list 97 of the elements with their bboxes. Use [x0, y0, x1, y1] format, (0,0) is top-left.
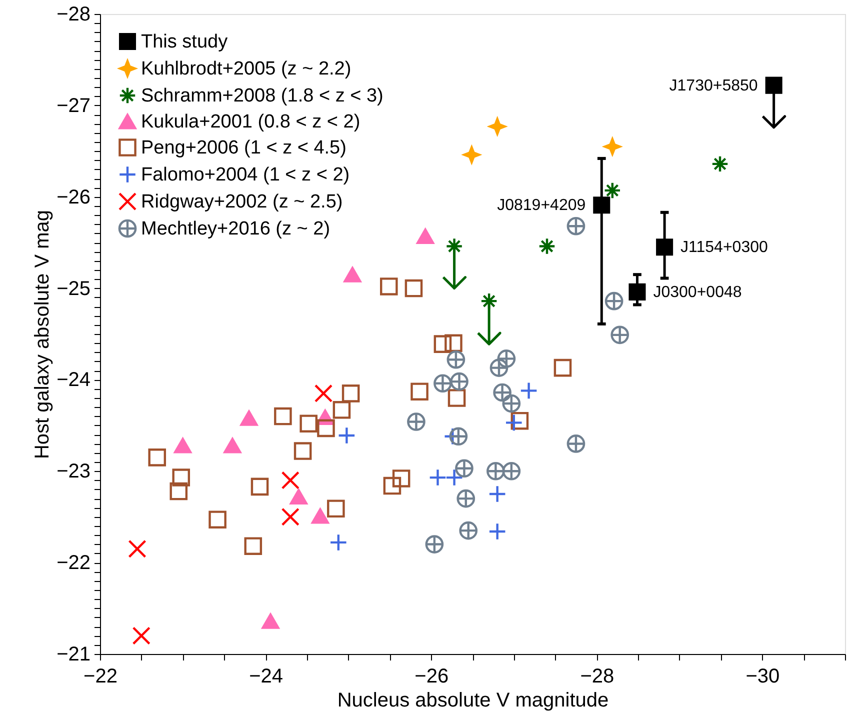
y-tick-label: −28	[56, 4, 90, 26]
legend-label: Kukula+2001 (0.8 < z < 2)	[141, 112, 360, 132]
point	[604, 182, 622, 200]
point	[407, 412, 426, 431]
x-tick-label: −22	[84, 666, 118, 688]
point	[448, 389, 466, 407]
point	[208, 510, 226, 528]
legend-label: Kuhlbrodt+2005 (z ~ 2.2)	[141, 58, 352, 80]
point	[224, 438, 242, 454]
point	[240, 410, 258, 426]
x-axis-title: Nucleus absolute V magnitude	[337, 690, 609, 712]
point	[510, 412, 529, 430]
y-axis-title: Host galaxy absolute V mag	[32, 210, 54, 460]
y-tick-label: −22	[56, 552, 90, 574]
point	[449, 427, 468, 446]
x-tick-label: −28	[580, 666, 614, 688]
legend-label: Peng+2006 (1 < z < 4.5)	[141, 138, 346, 158]
point	[610, 326, 630, 344]
point	[132, 626, 150, 645]
point	[174, 438, 192, 454]
point	[327, 500, 345, 518]
point	[281, 508, 300, 526]
legend-label: Mechtley+2016 (z ~ 2)	[141, 218, 330, 240]
point	[711, 155, 729, 173]
point	[274, 407, 292, 426]
point	[170, 482, 188, 500]
y-tick-label: −25	[56, 278, 90, 300]
point	[446, 238, 463, 255]
y-tick-label: −26	[56, 186, 90, 208]
annotation: J1730+5850	[669, 77, 758, 94]
point	[446, 350, 466, 369]
annotation: J1154+0300	[680, 239, 768, 256]
legend-label: Falomo+2004 (1 < z < 2)	[141, 164, 350, 186]
point	[488, 485, 506, 503]
point	[502, 394, 521, 413]
point	[445, 468, 464, 487]
point	[311, 508, 329, 524]
point	[538, 238, 556, 255]
y-tick-label: −24	[56, 369, 90, 392]
point	[262, 613, 280, 629]
point	[317, 419, 335, 438]
point	[410, 382, 428, 400]
point	[416, 228, 434, 244]
point	[566, 434, 586, 453]
point	[383, 476, 402, 495]
point	[520, 382, 538, 400]
y-tick-label: −23	[56, 460, 90, 483]
point	[344, 266, 362, 282]
legend-label: Ridgway+2002 (z ~ 2.5)	[141, 192, 343, 212]
point	[504, 414, 523, 432]
point	[342, 384, 360, 402]
point	[604, 138, 622, 156]
point	[765, 76, 782, 94]
annotation: J0819+4209	[497, 197, 586, 214]
point	[502, 462, 521, 480]
point	[338, 426, 356, 444]
point	[172, 468, 190, 486]
point	[488, 118, 506, 136]
point	[281, 471, 300, 490]
y-tick-label: −21	[56, 644, 90, 666]
point	[493, 383, 512, 402]
point	[455, 459, 474, 478]
point	[380, 278, 398, 296]
point	[329, 533, 348, 552]
point	[434, 335, 452, 353]
legend-label: This study	[141, 32, 228, 52]
point	[290, 488, 308, 505]
point	[148, 448, 166, 466]
point	[300, 414, 318, 432]
x-tick-label: −30	[746, 666, 780, 688]
legend-label: Schramm+2008 (1.8 < z < 3)	[141, 86, 384, 106]
x-tick-label: −26	[414, 666, 449, 688]
point	[488, 522, 506, 540]
point	[294, 442, 312, 460]
point	[404, 279, 423, 298]
point	[480, 292, 498, 310]
point	[554, 358, 572, 377]
point	[456, 489, 476, 508]
point	[566, 216, 586, 236]
point	[486, 462, 505, 480]
point	[434, 374, 452, 393]
point	[463, 146, 480, 164]
x-tick-label: −24	[249, 666, 284, 688]
point	[425, 535, 444, 554]
annotation: J0300+0048	[653, 284, 742, 301]
point	[332, 400, 351, 419]
point	[459, 521, 478, 540]
point	[314, 384, 333, 402]
point	[392, 470, 410, 488]
y-tick-label: −27	[56, 94, 90, 117]
point	[604, 292, 624, 310]
point	[244, 537, 262, 556]
point	[450, 372, 468, 391]
point	[128, 540, 146, 558]
point	[250, 478, 269, 496]
point	[444, 334, 462, 352]
point	[428, 468, 447, 487]
